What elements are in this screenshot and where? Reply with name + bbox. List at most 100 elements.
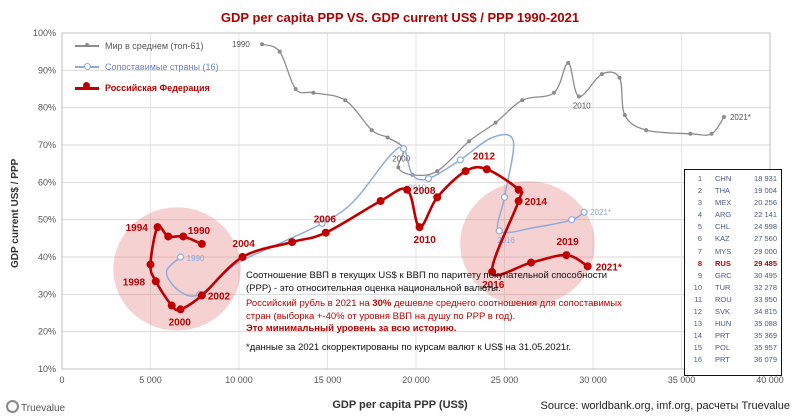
- ranking-row: 14 PRT 35 369: [685, 330, 781, 342]
- data-label: 2021*: [730, 113, 751, 122]
- x-tick-label: 35 000: [668, 375, 696, 385]
- data-point: [415, 223, 424, 232]
- ranking-cell-value: 29 485: [754, 258, 777, 268]
- ranking-cell-code: SVK: [715, 307, 731, 317]
- data-point: [176, 253, 185, 261]
- ranking-cell-value: 22 141: [754, 210, 777, 220]
- data-point: [197, 239, 206, 248]
- data-point: [146, 260, 155, 269]
- ranking-cell-code: POL: [715, 343, 731, 353]
- data-label: 2021*: [590, 208, 611, 217]
- data-point: [164, 232, 173, 241]
- series-line-0: [261, 43, 725, 177]
- data-point: [500, 193, 509, 201]
- data-point: [321, 228, 330, 237]
- data-point: [514, 197, 523, 205]
- ranking-cell-n: 14: [693, 331, 702, 341]
- ranking-cell-n: 15: [693, 343, 702, 353]
- ranking-cell-value: 30 495: [754, 270, 777, 280]
- data-point: [495, 227, 503, 235]
- data-point: [385, 135, 390, 140]
- x-tick-label: 15 000: [314, 375, 342, 385]
- y-tick-label: 90%: [38, 65, 56, 75]
- x-tick-label: 20 000: [402, 375, 430, 385]
- y-tick-label: 80%: [38, 103, 56, 113]
- data-label: 2019: [556, 237, 579, 248]
- data-point: [562, 251, 571, 260]
- data-label: 2000: [392, 154, 410, 163]
- ranking-cell-value: 35 088: [754, 319, 777, 329]
- note-line-3: Это минимальный уровень за всю историю.: [246, 323, 457, 334]
- x-tick-label: 25 000: [491, 375, 519, 385]
- ranking-cell-value: 19 004: [754, 186, 777, 196]
- data-point: [688, 131, 693, 136]
- ranking-row: 4 ARG 22 141: [685, 209, 781, 221]
- ranking-cell-value: 36 079: [754, 355, 777, 365]
- legend: Мир в среднем (топ-61) Сопоставимые стра…: [75, 40, 218, 103]
- data-point: [288, 238, 297, 247]
- note-line-2-end: дешевле среднего соотношения для сопоста…: [246, 298, 622, 322]
- x-tick-label: 30 000: [579, 375, 607, 385]
- data-label: 2002: [208, 291, 231, 302]
- ranking-cell-code: RUS: [715, 258, 731, 268]
- ranking-row: 10 TUR 32 278: [685, 282, 781, 294]
- chart-title: GDP per capita PPP VS. GDP current US$ /…: [220, 10, 580, 25]
- ranking-cell-n: 12: [693, 307, 702, 317]
- ranking-table: 1 CHN 18 931 2 THA 19 004 3 MEX 20 256 4 ARG 22 141…: [684, 169, 782, 376]
- data-point: [318, 219, 326, 227]
- data-label: 2008: [413, 186, 436, 197]
- legend-label-russia: Российская Федерация: [105, 83, 210, 93]
- ranking-cell-n: 8: [697, 258, 702, 268]
- data-label: 2010: [408, 184, 426, 193]
- y-tick-label: 60%: [38, 177, 56, 187]
- data-point: [617, 75, 622, 80]
- legend-marker-icon: [84, 63, 91, 70]
- legend-item-russia: Российская Федерация: [75, 82, 218, 103]
- ranking-cell-n: 13: [693, 319, 702, 329]
- note-line-2-start: Российский рубль в 2021 на: [246, 298, 373, 309]
- y-tick-label: 100%: [33, 28, 56, 38]
- data-label: 2016: [482, 280, 505, 291]
- data-label: 2021*: [596, 262, 622, 273]
- data-point: [176, 305, 185, 314]
- ranking-cell-value: 20 256: [754, 198, 777, 208]
- data-point: [709, 131, 714, 136]
- ranking-cell-value: 34 815: [754, 307, 777, 317]
- annotation-note: Соотношение ВВП в текущих US$ к ВВП по п…: [246, 270, 626, 357]
- x-tick-label: 40 000: [756, 375, 784, 385]
- ranking-cell-value: 18 931: [754, 174, 777, 183]
- ranking-cell-code: GRC: [715, 270, 732, 280]
- brand-logo: Truevalue: [6, 400, 65, 414]
- ranking-row: 9 GRC 30 495: [685, 270, 781, 282]
- data-point: [396, 165, 401, 170]
- data-label: 2000: [169, 317, 192, 328]
- legend-label-world: Мир в среднем (топ-61): [105, 41, 204, 51]
- ranking-row: 3 MEX 20 256: [685, 197, 781, 209]
- data-label: 2010: [573, 101, 591, 110]
- data-point: [552, 90, 557, 95]
- data-point: [583, 262, 592, 271]
- legend-marker-icon: [85, 43, 89, 47]
- data-label: 1990: [188, 226, 211, 237]
- data-point: [461, 167, 470, 176]
- ranking-cell-code: PRT: [715, 355, 730, 365]
- ranking-row: 13 HUN 35 088: [685, 318, 781, 330]
- note-line-2: Российский рубль в 2021 на 30% дешевле с…: [246, 298, 626, 336]
- note-line-1: Соотношение ВВП в текущих US$ к ВВП по п…: [246, 270, 608, 294]
- data-point: [403, 185, 412, 194]
- data-label: 2006: [314, 215, 337, 226]
- data-point: [520, 98, 525, 103]
- data-label: 2016: [497, 236, 515, 245]
- ranking-cell-n: 2: [697, 186, 702, 196]
- ranking-cell-code: ROU: [715, 294, 732, 304]
- ranking-cell-code: PRT: [715, 331, 730, 341]
- data-label: 1990: [232, 40, 250, 49]
- ranking-cell-n: 16: [693, 355, 702, 365]
- y-tick-label: 20%: [38, 327, 56, 337]
- data-label: 1998: [123, 277, 146, 288]
- ranking-row: 2 THA 19 004: [685, 185, 781, 197]
- logo-text: Truevalue: [21, 403, 66, 414]
- y-axis-label: GDP current US$ / PPP: [10, 158, 21, 268]
- data-point: [482, 165, 491, 174]
- y-tick-label: 10%: [38, 364, 56, 374]
